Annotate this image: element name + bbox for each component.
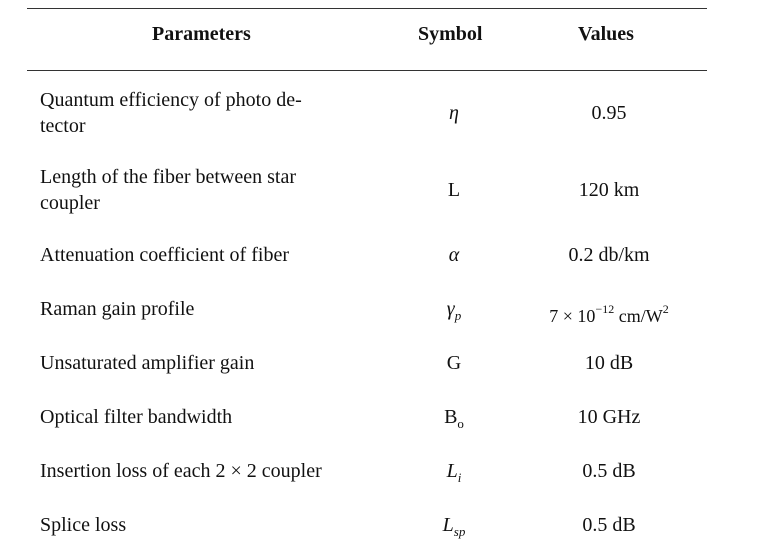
symbol-subscript: sp [453, 524, 466, 539]
parameter-line: Quantum efficiency of photo de- [40, 89, 302, 111]
parameter-line: tector [40, 115, 86, 137]
parameter-cell: Splice loss [40, 514, 127, 536]
parameter-line: Length of the fiber between star [40, 166, 297, 188]
value-cell: 0.5 dB [582, 514, 636, 536]
symbol-cell: L [447, 179, 461, 201]
header-values: Values [578, 23, 634, 45]
header-parameters: Parameters [152, 23, 251, 45]
symbol-cell: Bo [394, 404, 514, 437]
symbol-cell: Li [394, 458, 514, 491]
parameter-cell: Optical filter bandwidth [40, 406, 233, 428]
value-cell: 10 dB [584, 352, 634, 374]
value-cell: 0.95 [591, 102, 627, 124]
symbol-subscript: p [454, 308, 462, 323]
value-unit: cm/W [614, 306, 663, 326]
symbol-cell: γp [394, 296, 514, 329]
symbol-cell: η [449, 102, 459, 124]
value-cell: 0.2 db/km [568, 244, 650, 266]
table-top-rule [27, 8, 707, 9]
symbol-subscript: o [457, 416, 464, 431]
value-cell: 7 × 10−12 cm/W2 [518, 296, 700, 329]
symbol-base: L [442, 514, 454, 536]
parameter-cell: Unsaturated amplifier gain [40, 352, 255, 374]
parameter-cell: Quantum efficiency of photo de- tector [40, 87, 370, 139]
value-unit-exponent: 2 [662, 302, 669, 316]
value-cell: 120 km [578, 179, 640, 201]
parameter-cell: Insertion loss of each 2 × 2 coupler [40, 460, 322, 482]
parameter-cell: Attenuation coefficient of fiber [40, 244, 289, 266]
value-cell: 0.5 dB [582, 460, 636, 482]
header-symbol: Symbol [418, 23, 483, 45]
symbol-subscript: i [457, 470, 462, 485]
value-exponent: −12 [595, 302, 615, 316]
table-header-rule [27, 70, 707, 71]
value-cell: 10 GHz [577, 406, 641, 428]
parameter-cell: Length of the fiber between star coupler [40, 164, 370, 216]
symbol-base: B [444, 406, 458, 428]
parameter-line: coupler [40, 192, 100, 214]
symbol-cell: α [448, 244, 460, 266]
parameter-cell: Raman gain profile [40, 298, 195, 320]
symbol-cell: Lsp [394, 512, 514, 545]
symbol-base: γ [446, 298, 455, 320]
value-base: 7 × 10 [549, 306, 596, 326]
symbol-cell: G [446, 352, 462, 374]
symbol-base: L [446, 460, 458, 482]
